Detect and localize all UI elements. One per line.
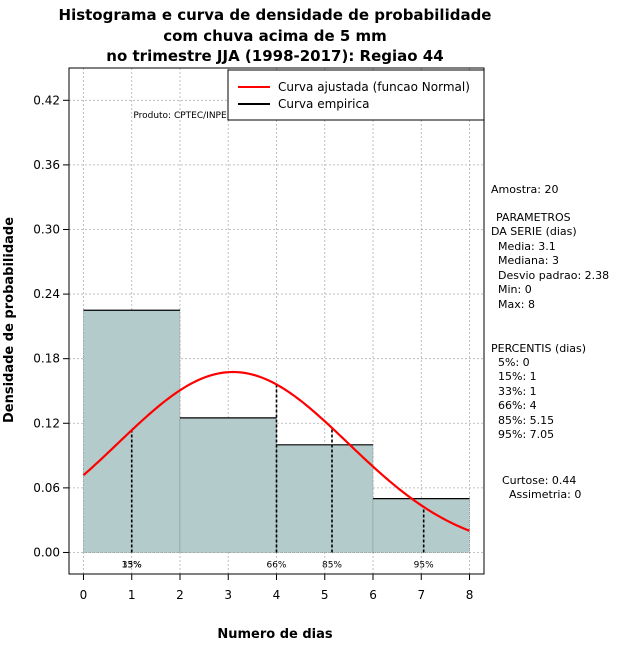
y-tick-label: 0.00 (33, 545, 60, 559)
percentile-label: 33% (122, 560, 142, 570)
stat-amostra: Amostra: 20 (491, 183, 558, 196)
stat-max: Max: 8 (498, 298, 535, 311)
stat-min: Min: 0 (498, 283, 532, 296)
title-line-3: no trimestre JJA (1998-2017): Regiao 44 (106, 47, 443, 65)
y-tick-label: 0.30 (33, 222, 60, 236)
stat-percentil: 15%: 1 (498, 370, 537, 383)
stat-media: Media: 3.1 (498, 240, 556, 253)
x-axis: 0 1 2 3 4 5 6 7 8 (80, 574, 474, 602)
stat-percentil: 5%: 0 (498, 356, 530, 369)
stat-percentil: 85%: 5.15 (498, 414, 554, 427)
y-tick-label: 0.06 (33, 481, 60, 495)
percentile-label: 95% (414, 560, 434, 570)
stat-params-subtitle: DA SERIE (dias) (491, 225, 577, 238)
x-tick-label: 5 (321, 588, 329, 602)
stat-percentis-title: PERCENTIS (dias) (491, 342, 586, 355)
legend-label-normal: Curva ajustada (funcao Normal) (278, 80, 470, 94)
legend-box (227, 69, 485, 121)
histogram-bar (276, 444, 374, 553)
y-tick-label: 0.24 (33, 287, 60, 301)
stat-assimetria: Assimetria: 0 (509, 488, 581, 501)
stat-params-title: PARAMETROS (496, 211, 571, 224)
x-tick-label: 8 (466, 588, 474, 602)
histogram-bars (83, 309, 470, 553)
x-tick-label: 4 (273, 588, 281, 602)
histogram-bar (372, 498, 470, 553)
y-tick-label: 0.42 (33, 93, 60, 107)
stats-panel: Amostra: 20 PARAMETROS DA SERIE (dias) M… (491, 183, 609, 501)
y-tick-label: 0.36 (33, 158, 60, 172)
histogram-bar (179, 417, 277, 553)
x-tick-label: 1 (128, 588, 136, 602)
percentile-label: 66% (266, 560, 286, 570)
stat-percentil: 66%: 4 (498, 399, 537, 412)
legend: Curva ajustada (funcao Normal) Curva emp… (227, 69, 485, 121)
x-tick-label: 3 (224, 588, 232, 602)
chart-title: Histograma e curva de densidade de proba… (59, 6, 492, 65)
y-tick-label: 0.12 (33, 416, 60, 430)
normal-curve-line (82, 370, 470, 532)
y-tick-label: 0.18 (33, 352, 60, 366)
percentile-label: 15% (122, 560, 142, 570)
x-tick-label: 6 (369, 588, 377, 602)
y-axis-label: Densidade de probabilidade (2, 217, 17, 423)
legend-label-empirical: Curva empirica (278, 97, 369, 111)
normal-curve (82, 370, 470, 532)
stat-percentil: 95%: 7.05 (498, 428, 554, 441)
empirical-curve (83, 309, 470, 500)
x-tick-label: 0 (80, 588, 88, 602)
x-tick-label: 7 (417, 588, 425, 602)
stat-desvio: Desvio padrao: 2.38 (498, 269, 609, 282)
stat-mediana: Mediana: 3 (498, 254, 559, 267)
percentile-label: 85% (322, 560, 342, 570)
title-line-2: com chuva acima de 5 mm (163, 27, 387, 45)
stat-percentil: 33%: 1 (498, 385, 537, 398)
y-axis: 0.00 0.06 0.12 0.18 0.24 0.30 0.36 0.42 (33, 93, 69, 559)
title-line-1: Histograma e curva de densidade de proba… (59, 6, 492, 24)
x-axis-label: Numero de dias (217, 627, 333, 642)
producer-annotation: Produto: CPTEC/INPE (133, 111, 227, 121)
percentile-lines: 15%33% 66% 85% 95% (122, 384, 434, 570)
x-tick-label: 2 (176, 588, 184, 602)
stat-curtose: Curtose: 0.44 (502, 474, 576, 487)
